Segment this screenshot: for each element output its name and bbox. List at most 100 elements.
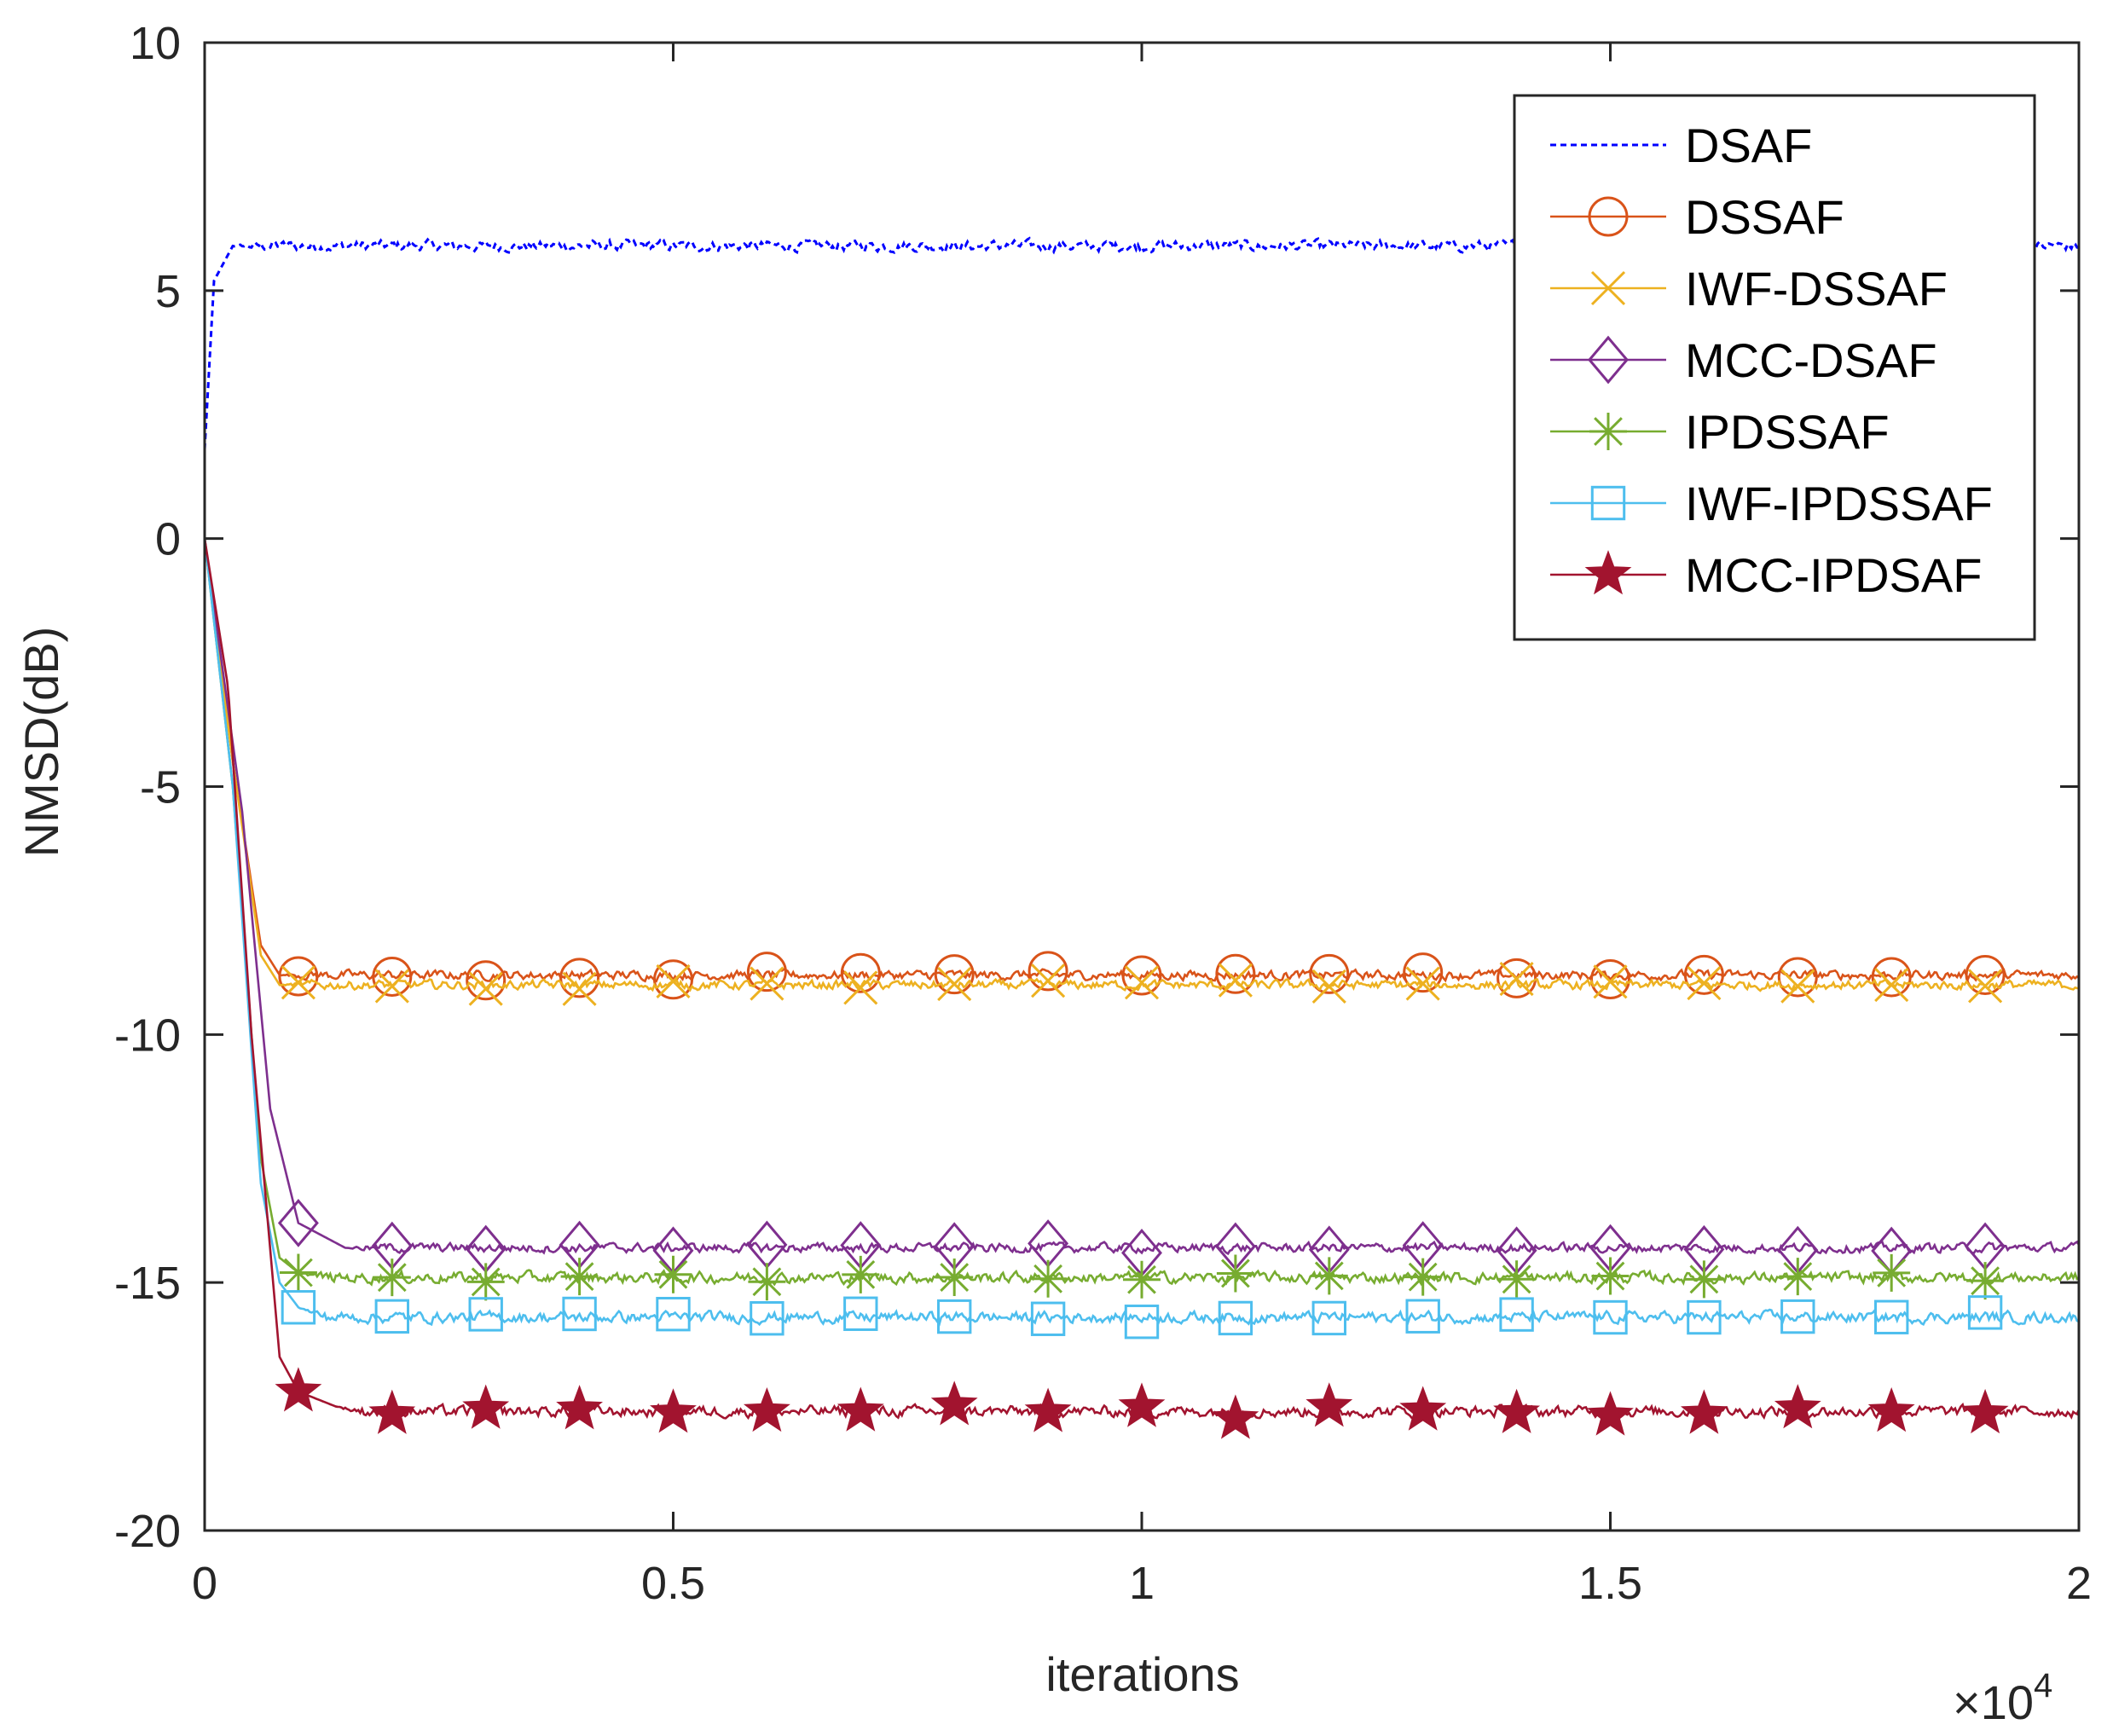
- series-marker-dssaf: [1496, 958, 1537, 998]
- x-multiplier-base: ×10: [1953, 1675, 2034, 1729]
- series-dssaf: [205, 538, 2079, 1001]
- series-marker-dssaf: [372, 956, 413, 997]
- series-marker-iwf-dssaf: [1499, 962, 1534, 997]
- series-marker-dssaf: [653, 959, 693, 1000]
- x-tick-label: 1: [1129, 1558, 1155, 1609]
- series-marker-dssaf: [1028, 951, 1068, 992]
- series-marker-iwf-ipdssaf: [937, 1299, 972, 1334]
- series-marker-dssaf: [278, 956, 319, 997]
- series-mcc-ipdsaf: [205, 538, 2079, 1439]
- series-marker-iwf-ipdssaf: [468, 1297, 503, 1332]
- series-marker-iwf-dssaf: [374, 969, 409, 1004]
- series-marker-iwf-ipdssaf: [1405, 1299, 1440, 1334]
- series-marker-mcc-ipdsaf: [462, 1384, 510, 1429]
- series-marker-mcc-dsaf: [277, 1199, 319, 1247]
- x-multiplier: ×104: [1953, 1667, 2052, 1729]
- legend-label-mcc-dsaf: MCC-DSAF: [1685, 333, 1937, 387]
- series-marker-iwf-ipdssaf: [1030, 1301, 1066, 1336]
- series-marker-mcc-ipdsaf: [837, 1386, 884, 1432]
- series-marker-iwf-dssaf: [1687, 965, 1722, 1001]
- series-marker-ipdssaf: [373, 1259, 411, 1297]
- series-marker-dssaf: [559, 958, 600, 998]
- series-marker-dssaf: [466, 960, 507, 1001]
- series-marker-ipdssaf: [1966, 1262, 2005, 1300]
- series-marker-mcc-ipdsaf: [1493, 1388, 1541, 1433]
- series-marker-iwf-dssaf: [1218, 963, 1253, 998]
- series-marker-iwf-ipdssaf: [1687, 1299, 1722, 1335]
- series-marker-iwf-dssaf: [1780, 969, 1815, 1004]
- series-marker-mcc-ipdsaf: [1867, 1387, 1915, 1432]
- series-marker-ipdssaf: [1216, 1254, 1254, 1293]
- series-marker-dssaf: [1777, 957, 1818, 998]
- series-marker-ipdssaf: [1497, 1260, 1536, 1299]
- series-marker-iwf-dssaf: [1311, 969, 1346, 1004]
- series-marker-iwf-dssaf: [937, 966, 972, 1002]
- series-marker-iwf-dssaf: [562, 971, 597, 1006]
- series-marker-iwf-ipdssaf: [750, 1301, 784, 1336]
- series-marker-dssaf: [1683, 954, 1724, 995]
- series-marker-iwf-ipdssaf: [843, 1296, 878, 1331]
- legend: DSAF DSSAF IWF-DSSAF MCC-DSAF IPDSSAF IWF-IPD…: [1513, 94, 2036, 641]
- series-marker-ipdssaf: [1779, 1258, 1817, 1296]
- series-marker-dssaf: [1309, 953, 1350, 994]
- legend-label-iwf-ipdssaf: IWF-IPDSSAF: [1685, 477, 1993, 530]
- y-tick-label: 0: [155, 514, 181, 565]
- series-marker-iwf-dssaf: [1874, 967, 1909, 1003]
- series-marker-mcc-ipdsaf: [1212, 1394, 1259, 1439]
- legend-marker-iwf-ipdssaf: [1590, 485, 1626, 521]
- series-marker-mcc-ipdsaf: [556, 1385, 604, 1430]
- series-line-iwf-ipdssaf: [205, 538, 2079, 1327]
- series-marker-mcc-ipdsaf: [1399, 1386, 1447, 1431]
- series-marker-iwf-dssaf: [1124, 965, 1160, 1000]
- series-marker-iwf-ipdssaf: [1593, 1299, 1628, 1335]
- series-marker-iwf-ipdssaf: [656, 1296, 691, 1332]
- x-tick-label: 0: [192, 1558, 217, 1609]
- series-marker-ipdssaf: [1873, 1253, 1911, 1292]
- legend-marker-mcc-dsaf: [1588, 335, 1629, 385]
- legend-marker-dssaf: [1588, 196, 1629, 237]
- x-axis-label: iterations: [1045, 1647, 1239, 1701]
- y-tick-label: 5: [155, 266, 181, 317]
- series-marker-dssaf: [1871, 957, 1912, 998]
- series-marker-iwf-ipdssaf: [1218, 1300, 1253, 1336]
- x-tick-label: 0.5: [641, 1558, 705, 1609]
- series-marker-mcc-ipdsaf: [1024, 1387, 1072, 1432]
- legend-label-mcc-ipdsaf: MCC-IPDSAF: [1685, 548, 1982, 602]
- series-marker-ipdssaf: [560, 1258, 599, 1296]
- series-marker-dssaf: [840, 952, 881, 993]
- series-marker-iwf-ipdssaf: [281, 1290, 316, 1325]
- series-ipdssaf: [205, 538, 2079, 1301]
- legend-label-iwf-dssaf: IWF-DSSAF: [1685, 262, 1948, 315]
- series-marker-iwf-dssaf: [1031, 963, 1066, 998]
- series-marker-ipdssaf: [842, 1255, 880, 1293]
- y-tick-label: -15: [114, 1258, 181, 1309]
- legend-marker-ipdssaf: [1589, 413, 1627, 450]
- series-marker-iwf-ipdssaf: [1499, 1297, 1534, 1332]
- series-marker-mcc-ipdsaf: [1680, 1389, 1728, 1434]
- series-marker-ipdssaf: [1685, 1260, 1723, 1299]
- legend-box: [1513, 94, 2036, 641]
- legend-marker-mcc-ipdsaf: [1584, 550, 1632, 595]
- y-tick-label: -20: [114, 1506, 181, 1557]
- series-marker-mcc-ipdsaf: [1305, 1382, 1353, 1427]
- series-marker-iwf-dssaf: [843, 970, 878, 1005]
- series-marker-dssaf: [1215, 953, 1256, 994]
- series-marker-iwf-ipdssaf: [1124, 1305, 1160, 1340]
- legend-label-dssaf: DSSAF: [1685, 190, 1844, 244]
- series-marker-iwf-dssaf: [656, 963, 691, 998]
- series-marker-mcc-ipdsaf: [1961, 1388, 2009, 1434]
- series-line-mcc-dsaf: [205, 538, 2079, 1256]
- series-marker-iwf-ipdssaf: [562, 1296, 597, 1332]
- series-marker-iwf-ipdssaf: [1780, 1299, 1815, 1334]
- series-marker-dssaf: [746, 952, 787, 992]
- legend-label-ipdssaf: IPDSSAF: [1685, 405, 1890, 459]
- legend-label-dsaf: DSAF: [1685, 119, 1812, 172]
- series-marker-ipdssaf: [1123, 1260, 1161, 1299]
- legend-marker-iwf-dssaf: [1590, 270, 1626, 306]
- series-marker-ipdssaf: [654, 1255, 692, 1293]
- series-marker-mcc-ipdsaf: [1774, 1384, 1821, 1429]
- series-line-dssaf: [205, 538, 2079, 983]
- y-axis-label: NMSD(dB): [14, 627, 68, 858]
- series-marker-dssaf: [1965, 954, 2006, 995]
- plot-area: [205, 236, 2079, 1439]
